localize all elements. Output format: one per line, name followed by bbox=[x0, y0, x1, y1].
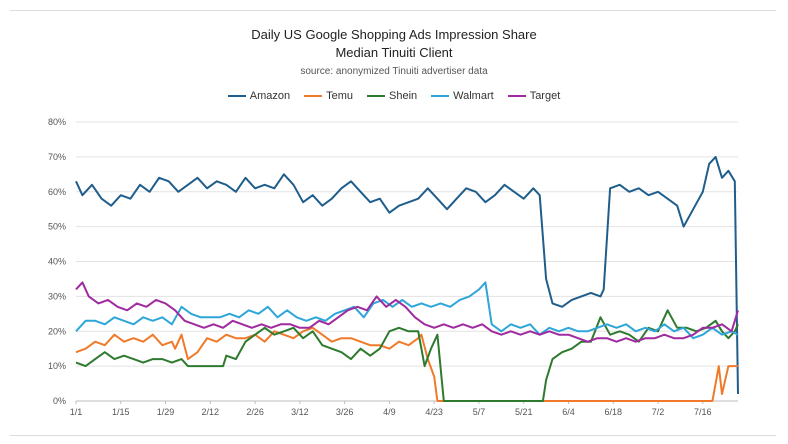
x-tick-label: 1/29 bbox=[157, 407, 175, 417]
legend-label-walmart: Walmart bbox=[453, 90, 494, 102]
x-tick-label: 5/21 bbox=[515, 407, 533, 417]
legend-item-amazon: Amazon bbox=[227, 90, 291, 102]
chart-title: Daily US Google Shopping Ads Impression … bbox=[251, 27, 537, 42]
chart-source: source: anonymized Tinuiti advertiser da… bbox=[300, 66, 488, 77]
legend-item-walmart: Walmart bbox=[431, 90, 494, 102]
y-tick-label: 70% bbox=[48, 152, 66, 162]
legend-label-shein: Shein bbox=[389, 90, 418, 102]
legend-swatch-shein bbox=[367, 94, 385, 98]
y-tick-label: 50% bbox=[48, 222, 66, 232]
x-tick-label: 6/18 bbox=[605, 407, 623, 417]
series-line-shein bbox=[75, 309, 739, 402]
x-tick-label: 4/23 bbox=[425, 407, 443, 417]
series-line-amazon bbox=[75, 155, 739, 395]
x-tick-label: 5/7 bbox=[473, 407, 486, 417]
legend-label-target: Target bbox=[529, 90, 561, 102]
y-tick-label: 10% bbox=[48, 361, 66, 371]
chart-frame bbox=[10, 10, 776, 436]
y-tick-label: 80% bbox=[48, 117, 66, 127]
y-tick-label: 40% bbox=[48, 257, 66, 267]
legend-swatch-walmart bbox=[431, 94, 450, 98]
y-tick-label: 0% bbox=[53, 396, 66, 406]
series-line-target bbox=[75, 281, 739, 343]
series-line-walmart bbox=[75, 281, 739, 340]
chart-legend: Amazon Temu Shein Walmart Target bbox=[0, 90, 788, 102]
legend-item-shein: Shein bbox=[367, 90, 417, 102]
y-tick-label: 60% bbox=[48, 187, 66, 197]
legend-label-temu: Temu bbox=[326, 90, 353, 102]
x-tick-label: 1/1 bbox=[70, 407, 83, 417]
legend-label-amazon: Amazon bbox=[249, 90, 291, 102]
x-tick-label: 4/9 bbox=[383, 407, 396, 417]
x-tick-label: 7/2 bbox=[652, 407, 665, 417]
x-tick-label: 7/16 bbox=[694, 407, 712, 417]
legend-swatch-target bbox=[507, 94, 526, 98]
x-tick-label: 6/4 bbox=[562, 407, 575, 417]
x-tick-label: 2/26 bbox=[246, 407, 264, 417]
y-tick-label: 20% bbox=[48, 326, 66, 336]
series-line-temu bbox=[75, 326, 738, 402]
chart-subtitle: Median Tinuiti Client bbox=[335, 45, 453, 60]
x-tick-label: 2/12 bbox=[202, 407, 220, 417]
x-tick-label: 3/12 bbox=[291, 407, 309, 417]
legend-swatch-amazon bbox=[227, 94, 246, 98]
y-tick-label: 30% bbox=[48, 291, 66, 301]
legend-item-temu: Temu bbox=[304, 90, 353, 102]
legend-item-target: Target bbox=[507, 90, 561, 102]
legend-swatch-temu bbox=[304, 94, 323, 98]
x-tick-label: 1/15 bbox=[112, 407, 130, 417]
x-tick-label: 3/26 bbox=[336, 407, 354, 417]
